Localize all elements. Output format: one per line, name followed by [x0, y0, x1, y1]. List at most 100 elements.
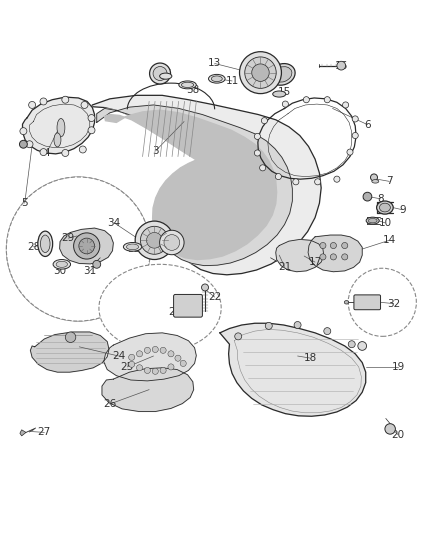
Text: 10: 10 — [378, 218, 392, 228]
Text: 29: 29 — [62, 233, 75, 243]
Circle shape — [252, 64, 269, 82]
Circle shape — [26, 141, 33, 148]
Circle shape — [40, 98, 47, 105]
Circle shape — [240, 52, 282, 94]
Ellipse shape — [181, 82, 194, 87]
Ellipse shape — [269, 63, 295, 85]
Circle shape — [348, 341, 355, 348]
Circle shape — [88, 127, 95, 134]
Circle shape — [135, 221, 173, 260]
Ellipse shape — [57, 118, 65, 137]
Text: 5: 5 — [21, 198, 28, 208]
Circle shape — [342, 254, 348, 260]
Circle shape — [363, 192, 372, 201]
Circle shape — [348, 268, 417, 336]
FancyBboxPatch shape — [354, 295, 381, 310]
Text: 13: 13 — [208, 59, 221, 68]
Circle shape — [79, 146, 86, 153]
Circle shape — [385, 424, 396, 434]
Circle shape — [7, 177, 150, 321]
Ellipse shape — [38, 231, 53, 256]
Circle shape — [28, 101, 35, 108]
Circle shape — [150, 63, 170, 84]
Circle shape — [324, 328, 331, 335]
Text: 17: 17 — [308, 257, 321, 267]
Polygon shape — [30, 332, 109, 372]
Text: 27: 27 — [38, 427, 51, 438]
Text: 4: 4 — [43, 148, 50, 158]
Circle shape — [160, 348, 166, 353]
Ellipse shape — [127, 244, 139, 249]
Circle shape — [152, 368, 158, 374]
Text: 30: 30 — [53, 266, 66, 276]
Circle shape — [283, 101, 288, 107]
Circle shape — [20, 128, 27, 135]
Ellipse shape — [53, 260, 71, 269]
Text: 6: 6 — [364, 119, 371, 130]
Polygon shape — [22, 97, 95, 154]
Ellipse shape — [366, 217, 379, 224]
Circle shape — [159, 230, 184, 255]
FancyBboxPatch shape — [173, 294, 202, 317]
Circle shape — [347, 149, 353, 155]
Ellipse shape — [159, 73, 172, 79]
Text: 31: 31 — [84, 266, 97, 276]
Text: 34: 34 — [108, 218, 121, 228]
Circle shape — [93, 261, 101, 268]
Circle shape — [160, 367, 166, 374]
Text: 32: 32 — [387, 298, 400, 309]
Circle shape — [260, 165, 266, 171]
Ellipse shape — [344, 301, 349, 304]
Ellipse shape — [212, 76, 222, 82]
Circle shape — [320, 243, 326, 248]
Circle shape — [7, 177, 150, 321]
Text: 9: 9 — [399, 205, 406, 215]
Ellipse shape — [124, 243, 142, 251]
Circle shape — [314, 179, 321, 185]
Circle shape — [324, 96, 330, 103]
Circle shape — [330, 254, 336, 260]
Circle shape — [342, 243, 348, 248]
Circle shape — [334, 176, 340, 182]
Circle shape — [129, 361, 135, 367]
Circle shape — [261, 118, 268, 124]
Ellipse shape — [368, 219, 377, 223]
Text: 3: 3 — [152, 146, 159, 156]
Text: 24: 24 — [112, 351, 125, 361]
Circle shape — [320, 254, 326, 260]
Circle shape — [79, 238, 95, 254]
Circle shape — [337, 61, 346, 70]
Circle shape — [343, 102, 349, 108]
Ellipse shape — [273, 67, 292, 82]
Text: 35: 35 — [127, 244, 141, 254]
Ellipse shape — [56, 261, 67, 268]
Polygon shape — [276, 239, 324, 272]
Circle shape — [62, 149, 69, 157]
Circle shape — [371, 174, 378, 181]
Text: 25: 25 — [121, 362, 134, 372]
Circle shape — [88, 115, 95, 122]
Polygon shape — [220, 323, 366, 416]
Circle shape — [352, 133, 358, 139]
Ellipse shape — [208, 75, 225, 83]
Polygon shape — [97, 105, 292, 265]
Circle shape — [19, 140, 27, 148]
Circle shape — [235, 333, 242, 340]
Polygon shape — [60, 228, 113, 264]
Ellipse shape — [377, 201, 393, 214]
Ellipse shape — [372, 180, 379, 183]
Text: 16: 16 — [335, 61, 348, 71]
Text: 22: 22 — [208, 292, 221, 302]
Circle shape — [137, 351, 143, 357]
Text: 15: 15 — [278, 87, 291, 97]
Circle shape — [180, 360, 186, 367]
Text: 7: 7 — [386, 176, 392, 187]
Circle shape — [293, 179, 299, 185]
Polygon shape — [102, 368, 194, 411]
Text: 14: 14 — [383, 235, 396, 245]
Circle shape — [65, 332, 76, 343]
Ellipse shape — [379, 203, 390, 212]
Polygon shape — [105, 110, 277, 260]
Text: 11: 11 — [226, 76, 239, 86]
Circle shape — [358, 342, 367, 350]
